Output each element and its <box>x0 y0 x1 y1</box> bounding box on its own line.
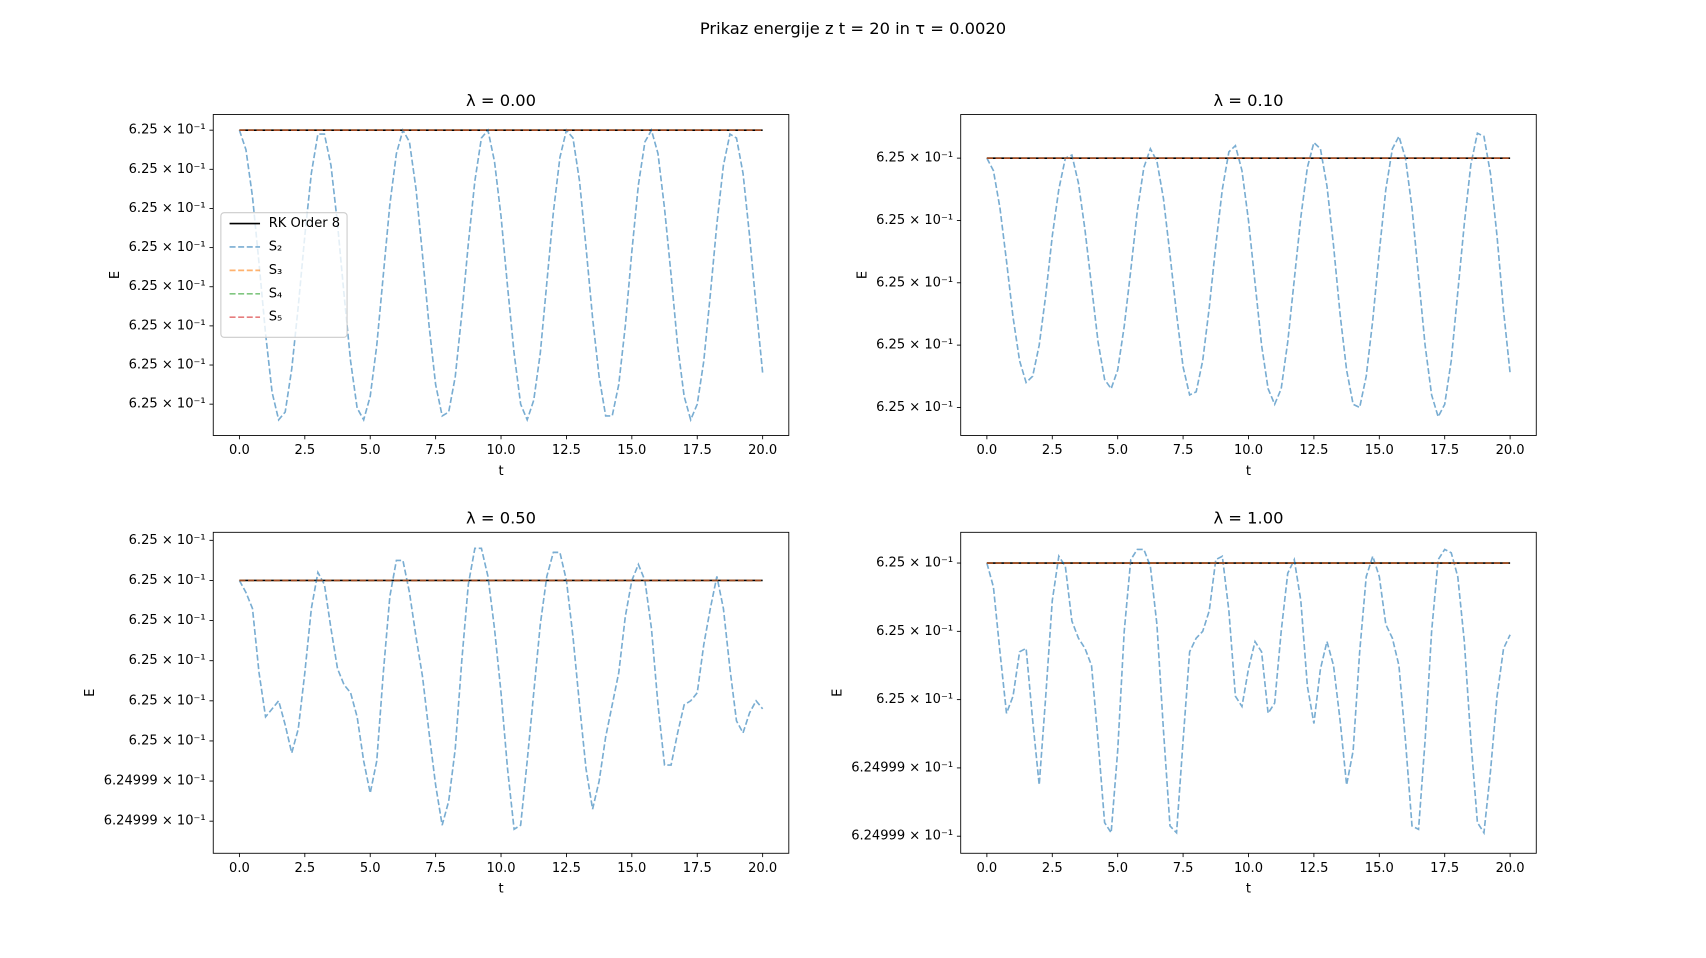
x-tick-label: 7.5 <box>1173 443 1194 458</box>
legend-label: S₄ <box>269 286 283 301</box>
legend-label: RK Order 8 <box>269 216 340 231</box>
x-tick-label: 20.0 <box>1496 443 1525 458</box>
x-tick-label: 12.5 <box>552 861 581 876</box>
y-tick-label: 6.25 × 10⁻¹ <box>129 733 206 748</box>
y-tick-label: 6.24999 × 10⁻¹ <box>104 774 206 789</box>
series-line <box>238 128 764 423</box>
legend-label: S₃ <box>269 263 283 278</box>
y-tick-label: 6.25 × 10⁻¹ <box>129 201 206 216</box>
y-tick-label: 6.25 × 10⁻¹ <box>876 151 953 166</box>
subplot: λ = 0.50 0.0 2.5 5.0 7.5 10.0 12.5 15.0 17.5 20.0… <box>83 509 790 897</box>
x-tick-label: 12.5 <box>552 443 581 458</box>
y-tick-label: 6.25 × 10⁻¹ <box>129 358 206 373</box>
subplot: λ = 0.10 0.0 2.5 5.0 7.5 10.0 12.5 15.0 17.5 20.0… <box>856 91 1537 479</box>
y-tick-label: 6.25 × 10⁻¹ <box>129 279 206 294</box>
subplot: λ = 1.00 0.0 2.5 5.0 7.5 10.0 12.5 15.0 17.5 20.0… <box>831 509 1537 897</box>
axes-frame <box>212 114 790 436</box>
axes-frame <box>960 114 1537 436</box>
subplot-title: λ = 0.00 <box>466 91 536 110</box>
x-tick-label: 0.0 <box>229 861 250 876</box>
axes-frame <box>960 531 1537 854</box>
x-tick-label: 2.5 <box>1042 443 1063 458</box>
x-tick-label: 15.0 <box>1365 861 1394 876</box>
x-tick-label: 0.0 <box>976 443 997 458</box>
axes-frame <box>212 531 790 854</box>
x-tick-label: 20.0 <box>748 861 777 876</box>
x-tick-label: 7.5 <box>425 443 446 458</box>
y-tick-label: 6.25 × 10⁻¹ <box>129 533 206 548</box>
x-tick-label: 0.0 <box>229 443 250 458</box>
y-tick-label: 6.25 × 10⁻¹ <box>876 213 953 228</box>
y-tick-label: 6.25 × 10⁻¹ <box>876 275 953 290</box>
x-tick-label: 17.5 <box>1430 861 1459 876</box>
x-tick-label: 5.0 <box>1107 443 1128 458</box>
series-line <box>238 547 764 831</box>
y-axis-label: E <box>83 689 98 697</box>
x-tick-label: 2.5 <box>294 443 315 458</box>
y-tick-label: 6.25 × 10⁻¹ <box>876 692 953 707</box>
y-tick-label: 6.25 × 10⁻¹ <box>129 693 206 708</box>
x-axis-label: t <box>498 882 503 897</box>
y-tick-label: 6.24999 × 10⁻¹ <box>851 829 953 844</box>
x-axis-label: t <box>1246 464 1251 479</box>
y-tick-label: 6.25 × 10⁻¹ <box>876 400 953 415</box>
x-tick-label: 17.5 <box>683 443 712 458</box>
x-tick-label: 5.0 <box>1107 861 1128 876</box>
y-tick-label: 6.25 × 10⁻¹ <box>129 397 206 412</box>
y-tick-label: 6.24999 × 10⁻¹ <box>104 814 206 829</box>
y-tick-label: 6.25 × 10⁻¹ <box>876 624 953 639</box>
subplot-title: λ = 0.50 <box>466 509 536 528</box>
y-tick-label: 6.25 × 10⁻¹ <box>876 556 953 571</box>
y-tick-label: 6.25 × 10⁻¹ <box>129 573 206 588</box>
x-tick-label: 20.0 <box>748 443 777 458</box>
y-axis-label: E <box>856 271 871 279</box>
y-tick-label: 6.25 × 10⁻¹ <box>129 123 206 138</box>
y-axis-label: E <box>108 271 123 279</box>
x-axis-label: t <box>498 464 503 479</box>
y-tick-label: 6.24999 × 10⁻¹ <box>851 760 953 775</box>
x-tick-label: 15.0 <box>617 443 646 458</box>
figure-title: Prikaz energije z t = 20 in τ = 0.0020 <box>700 19 1006 38</box>
subplot-title: λ = 0.10 <box>1213 91 1283 110</box>
y-axis-label: E <box>831 689 846 697</box>
x-tick-label: 17.5 <box>683 861 712 876</box>
subplot: λ = 0.00 0.0 2.5 5.0 7.5 10.0 12.5 15.0 17.5 20.0… <box>108 91 790 479</box>
x-tick-label: 20.0 <box>1496 861 1525 876</box>
x-tick-label: 12.5 <box>1299 861 1328 876</box>
legend-label: S₂ <box>269 239 283 254</box>
x-tick-label: 10.0 <box>1234 443 1263 458</box>
x-tick-label: 0.0 <box>976 861 997 876</box>
y-tick-label: 6.25 × 10⁻¹ <box>129 162 206 177</box>
x-tick-label: 12.5 <box>1299 443 1328 458</box>
x-tick-label: 5.0 <box>360 443 381 458</box>
y-tick-label: 6.25 × 10⁻¹ <box>129 240 206 255</box>
subplot-title: λ = 1.00 <box>1213 509 1283 528</box>
y-tick-label: 6.25 × 10⁻¹ <box>129 613 206 628</box>
y-tick-label: 6.25 × 10⁻¹ <box>129 318 206 333</box>
x-tick-label: 2.5 <box>294 861 315 876</box>
x-tick-label: 17.5 <box>1430 443 1459 458</box>
series-line <box>986 132 1511 419</box>
legend-label: S₅ <box>269 310 283 325</box>
x-axis-label: t <box>1246 882 1251 897</box>
x-tick-label: 10.0 <box>486 861 515 876</box>
x-tick-label: 5.0 <box>360 861 381 876</box>
x-tick-label: 15.0 <box>1365 443 1394 458</box>
x-tick-label: 7.5 <box>1173 861 1194 876</box>
y-tick-label: 6.25 × 10⁻¹ <box>876 338 953 353</box>
x-tick-label: 10.0 <box>1234 861 1263 876</box>
series-line <box>986 548 1511 836</box>
legend-frame <box>220 212 348 338</box>
x-tick-label: 15.0 <box>617 861 646 876</box>
x-tick-label: 7.5 <box>425 861 446 876</box>
y-tick-label: 6.25 × 10⁻¹ <box>129 653 206 668</box>
x-tick-label: 10.0 <box>486 443 515 458</box>
legend: RK Order 8 S₂ S₃ S₄ S₅ <box>220 212 348 338</box>
x-tick-label: 2.5 <box>1042 861 1063 876</box>
